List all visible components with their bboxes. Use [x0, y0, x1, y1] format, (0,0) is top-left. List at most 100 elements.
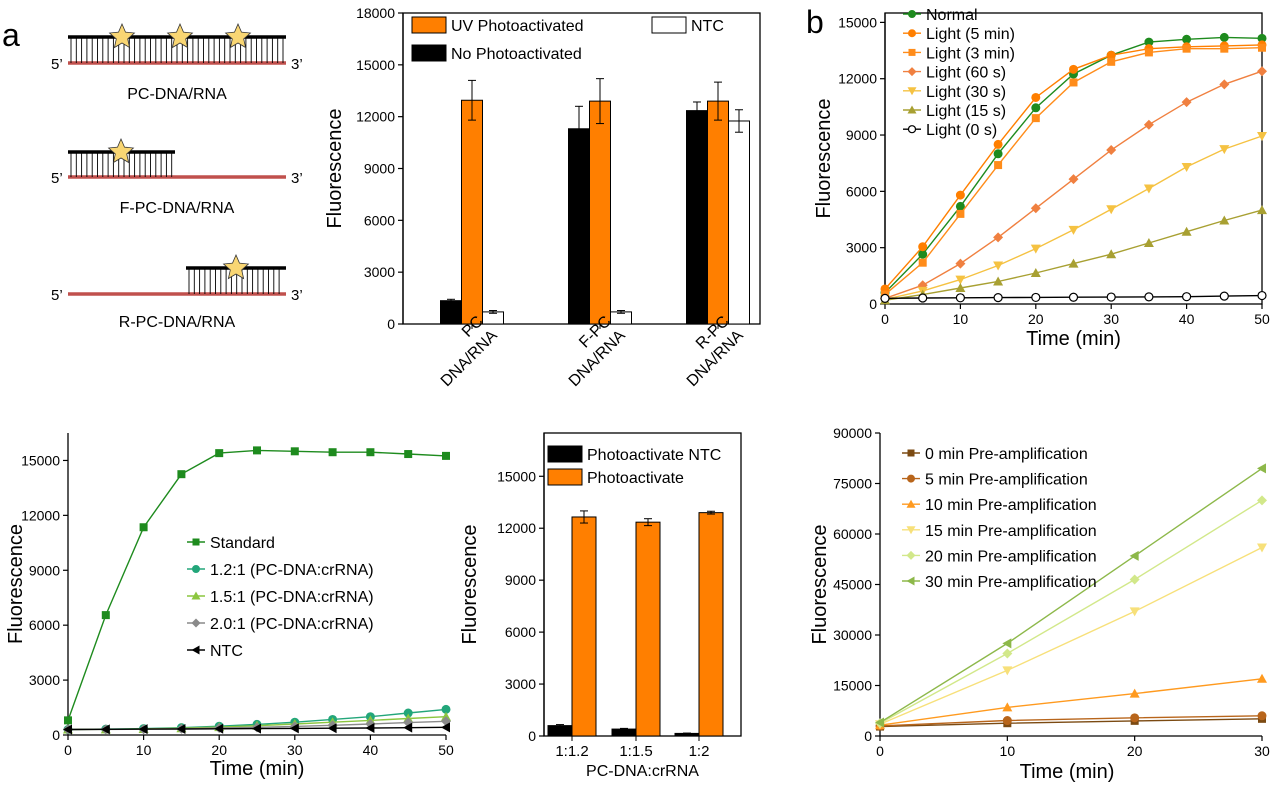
legend-label: Light (15 s): [926, 103, 1006, 120]
data-point: [1219, 215, 1230, 225]
data-point: [442, 451, 450, 460]
data-point: [1143, 184, 1154, 194]
five-prime-label: 5’: [51, 287, 63, 304]
x-tick-label: 1:1.5: [619, 743, 652, 760]
legend: Normal Light (5 min) Light (3 min) Light (6…: [903, 7, 1015, 139]
data-point: [993, 139, 1003, 149]
data-point: [1181, 226, 1192, 236]
y-tick-label: 12000: [838, 71, 877, 87]
series-line: [884, 209, 1263, 301]
data-point: [1129, 574, 1140, 585]
series-line: [879, 678, 1263, 726]
series-line: [879, 715, 1263, 727]
y-axis-title: Fluorescence: [813, 98, 835, 218]
data-point: [328, 448, 337, 457]
data-point: [1143, 237, 1154, 247]
data-point: [1129, 550, 1139, 561]
data-point: [404, 450, 413, 459]
y-tick-label: 3000: [505, 676, 536, 692]
data-point: [289, 723, 299, 734]
data-point: [327, 723, 337, 734]
legend-label: Normal: [926, 7, 978, 24]
bar: [589, 100, 611, 325]
y-tick-label: 6000: [29, 617, 60, 633]
series-line: [879, 467, 1263, 724]
bar: [698, 512, 724, 737]
data-point: [993, 232, 1004, 243]
data-point: [875, 717, 884, 728]
legend-label: Standard: [210, 535, 275, 552]
y-tick-label: 9000: [29, 562, 60, 578]
data-point: [955, 293, 966, 303]
data-point: [993, 261, 1004, 271]
x-tick-label: 1:2: [689, 743, 710, 760]
data-point: [956, 209, 965, 218]
schematic-label: F-PC-DNA/RNA: [120, 200, 235, 217]
data-point: [1257, 495, 1267, 506]
data-point: [918, 249, 928, 259]
legend-label: NTC: [210, 643, 243, 660]
series-line: [879, 718, 1263, 728]
legend-swatch: [651, 16, 687, 34]
legend-marker: [192, 565, 200, 573]
three-prime-label: 3’: [291, 287, 303, 304]
bar: [635, 521, 661, 737]
legend-marker: [907, 449, 915, 457]
series-line: [67, 449, 447, 721]
legend-label: 2.0:1 (PC-DNA:crRNA): [210, 616, 374, 633]
data-point: [1220, 44, 1229, 53]
x-tick-label: 0: [64, 742, 72, 758]
legend-marker: [908, 29, 916, 38]
data-point: [1068, 258, 1079, 268]
legend-label: Light (60 s): [926, 65, 1006, 82]
y-tick-label: 0: [387, 316, 395, 332]
legend-label: Photoactivate: [587, 470, 684, 487]
data-point: [1219, 32, 1229, 42]
schematic-label: R-PC-DNA/RNA: [119, 314, 236, 331]
legend-marker: [907, 67, 917, 77]
series: [880, 66, 1267, 304]
y-axis-title: Fluorescence: [5, 524, 27, 644]
y-tick-label: 0: [52, 727, 60, 743]
five-prime-label: 5’: [51, 170, 63, 187]
legend-label: 0 min Pre-amplification: [925, 446, 1088, 463]
series-line: [879, 499, 1263, 724]
legend-label: Photoactivate NTC: [587, 447, 721, 464]
legend-label: Light (3 min): [926, 45, 1015, 62]
data-point: [955, 190, 965, 200]
data-point: [139, 523, 148, 532]
data-point: [1219, 291, 1229, 301]
data-point: [1219, 79, 1230, 90]
y-tick-label: 12000: [21, 507, 60, 523]
data-point: [955, 275, 966, 285]
data-point: [215, 449, 224, 458]
data-point: [1182, 44, 1191, 53]
legend-label: 10 min Pre-amplification: [925, 497, 1097, 514]
data-point: [993, 276, 1004, 286]
data-point: [253, 446, 261, 455]
data-point: [955, 283, 966, 293]
legend-marker: [906, 499, 916, 508]
data-point: [252, 723, 261, 734]
y-tick-label: 6000: [364, 212, 395, 228]
series: [64, 446, 450, 725]
x-tick-label: 10: [953, 311, 969, 327]
data-point: [1069, 78, 1078, 87]
data-point: [918, 293, 928, 303]
bar: [728, 120, 750, 325]
data-point: [918, 258, 927, 267]
data-point: [993, 293, 1003, 303]
legend-marker: [192, 538, 200, 546]
legend-marker: [907, 87, 917, 96]
data-point: [1030, 203, 1041, 214]
y-tick-label: 90000: [833, 425, 872, 441]
data-point: [1068, 292, 1079, 302]
schematic-2: 5’ 3’ F-PC-DNA/RNA: [51, 137, 303, 217]
legend-marker: [907, 474, 915, 483]
y-tick-label: 0: [869, 296, 877, 312]
legend-marker: [907, 105, 917, 114]
y-tick-label: 0: [528, 728, 536, 744]
y-tick-label: 30000: [833, 627, 872, 643]
data-point: [1181, 292, 1192, 302]
legend-marker: [906, 550, 916, 560]
